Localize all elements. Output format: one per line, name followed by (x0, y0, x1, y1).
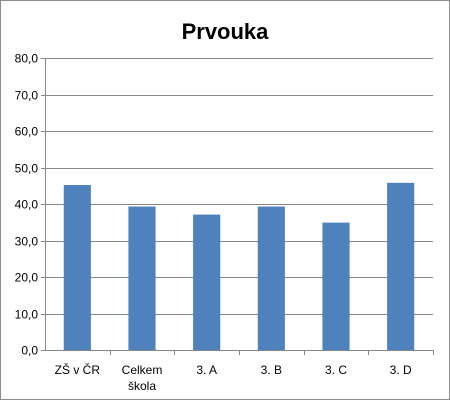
y-tick-label: 20,0 (15, 271, 39, 285)
axes (41, 58, 434, 355)
x-tick-label: 3. D (390, 363, 412, 377)
bar (322, 222, 350, 350)
x-tick-label-line: Celkem (122, 363, 163, 377)
bars (63, 182, 415, 350)
y-tick-label: 60,0 (15, 125, 39, 139)
y-tick-label: 40,0 (15, 198, 39, 212)
x-tick-label-line: škola (128, 379, 156, 393)
gridlines (45, 58, 433, 315)
x-tick-label: Celkem škola (122, 363, 163, 393)
x-tick-label-line: 3. C (325, 363, 347, 377)
y-tick-label: 70,0 (15, 89, 39, 103)
x-tick-label: 3. C (325, 363, 347, 377)
x-tick-label: 3. B (261, 363, 282, 377)
x-tick-label-line: ZŠ v ČR (55, 362, 101, 377)
x-tick-label: ZŠ v ČR (55, 362, 101, 377)
y-tick-label: 80,0 (15, 52, 39, 66)
chart-title: Prvouka (182, 19, 270, 44)
y-tick-label: 10,0 (15, 308, 39, 322)
x-tick-labels: ZŠ v ČR Celkem škola 3. A 3. B 3. C 3. D (55, 362, 412, 393)
y-tick-labels: 0,0 10,0 20,0 30,0 40,0 50,0 60,0 70,0 80,0 (15, 52, 39, 358)
bar (128, 206, 156, 350)
x-tick-label-line: 3. B (261, 363, 282, 377)
bar (387, 182, 415, 350)
bar (257, 206, 285, 350)
bar (63, 185, 91, 350)
y-tick-label: 30,0 (15, 235, 39, 249)
y-tick-label: 50,0 (15, 162, 39, 176)
x-tick-label-line: 3. A (196, 363, 217, 377)
x-tick-label-line: 3. D (390, 363, 412, 377)
x-tick-label: 3. A (196, 363, 217, 377)
bar (193, 214, 221, 350)
y-tick-label: 0,0 (21, 344, 38, 358)
